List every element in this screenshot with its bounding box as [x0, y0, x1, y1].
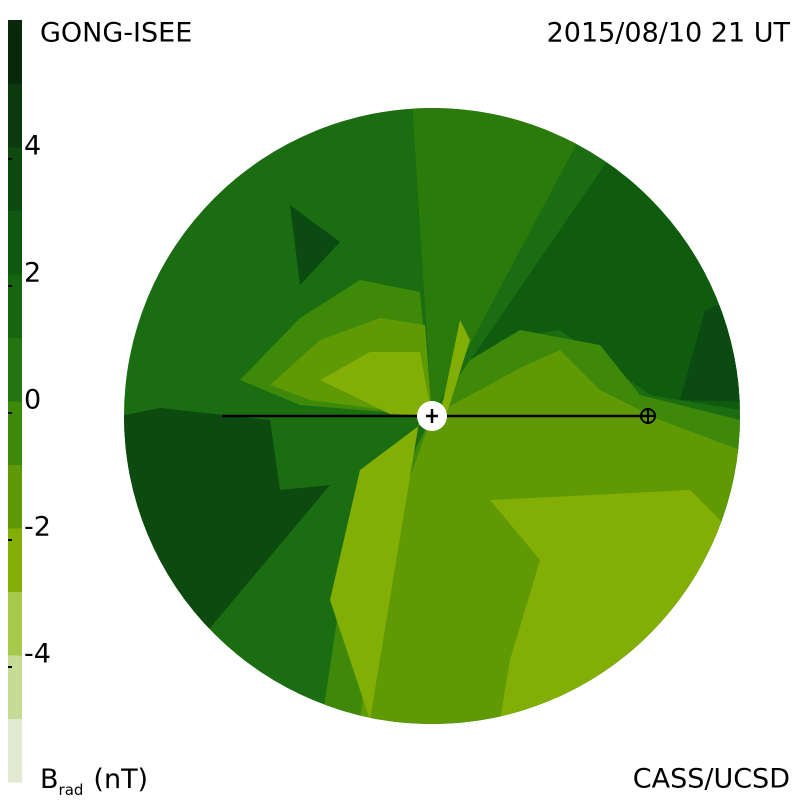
colorbar-band: [8, 83, 22, 148]
colorbar-tick-label: -2: [24, 512, 51, 543]
colorbar-label: Brad (nT): [40, 764, 148, 799]
colorbar-band: [8, 274, 22, 338]
colorbar-band: [8, 591, 22, 656]
credit: CASS/UCSD: [633, 764, 790, 795]
label-unit: (nT): [93, 764, 148, 795]
colorbar: 4 2 0 -2 -4: [8, 20, 51, 783]
sun-marker: [426, 409, 438, 423]
colorbar-tick-label: 2: [24, 258, 41, 289]
label-sub: rad: [59, 781, 84, 799]
colorbar-tick-label: 0: [24, 385, 41, 416]
header-left: GONG-ISEE: [40, 18, 192, 49]
header-right: 2015/08/10 21 UT: [547, 18, 791, 49]
colorbar-band: [8, 20, 22, 84]
colorbar-band: [8, 210, 22, 275]
colorbar-tick-label: -4: [24, 639, 51, 670]
colorbar-band: [8, 528, 22, 592]
colorbar-band: [8, 401, 22, 465]
colorbar-band: [8, 464, 22, 529]
colorbar-band: [8, 147, 22, 211]
colorbar-band: [8, 655, 22, 719]
label-symbol: B: [40, 764, 59, 795]
colorbar-band: [8, 718, 22, 783]
colorbar-tick-label: 4: [24, 131, 41, 162]
colorbar-band: [8, 337, 22, 402]
earth: [640, 408, 656, 424]
heliosphere-disk: [124, 108, 740, 724]
